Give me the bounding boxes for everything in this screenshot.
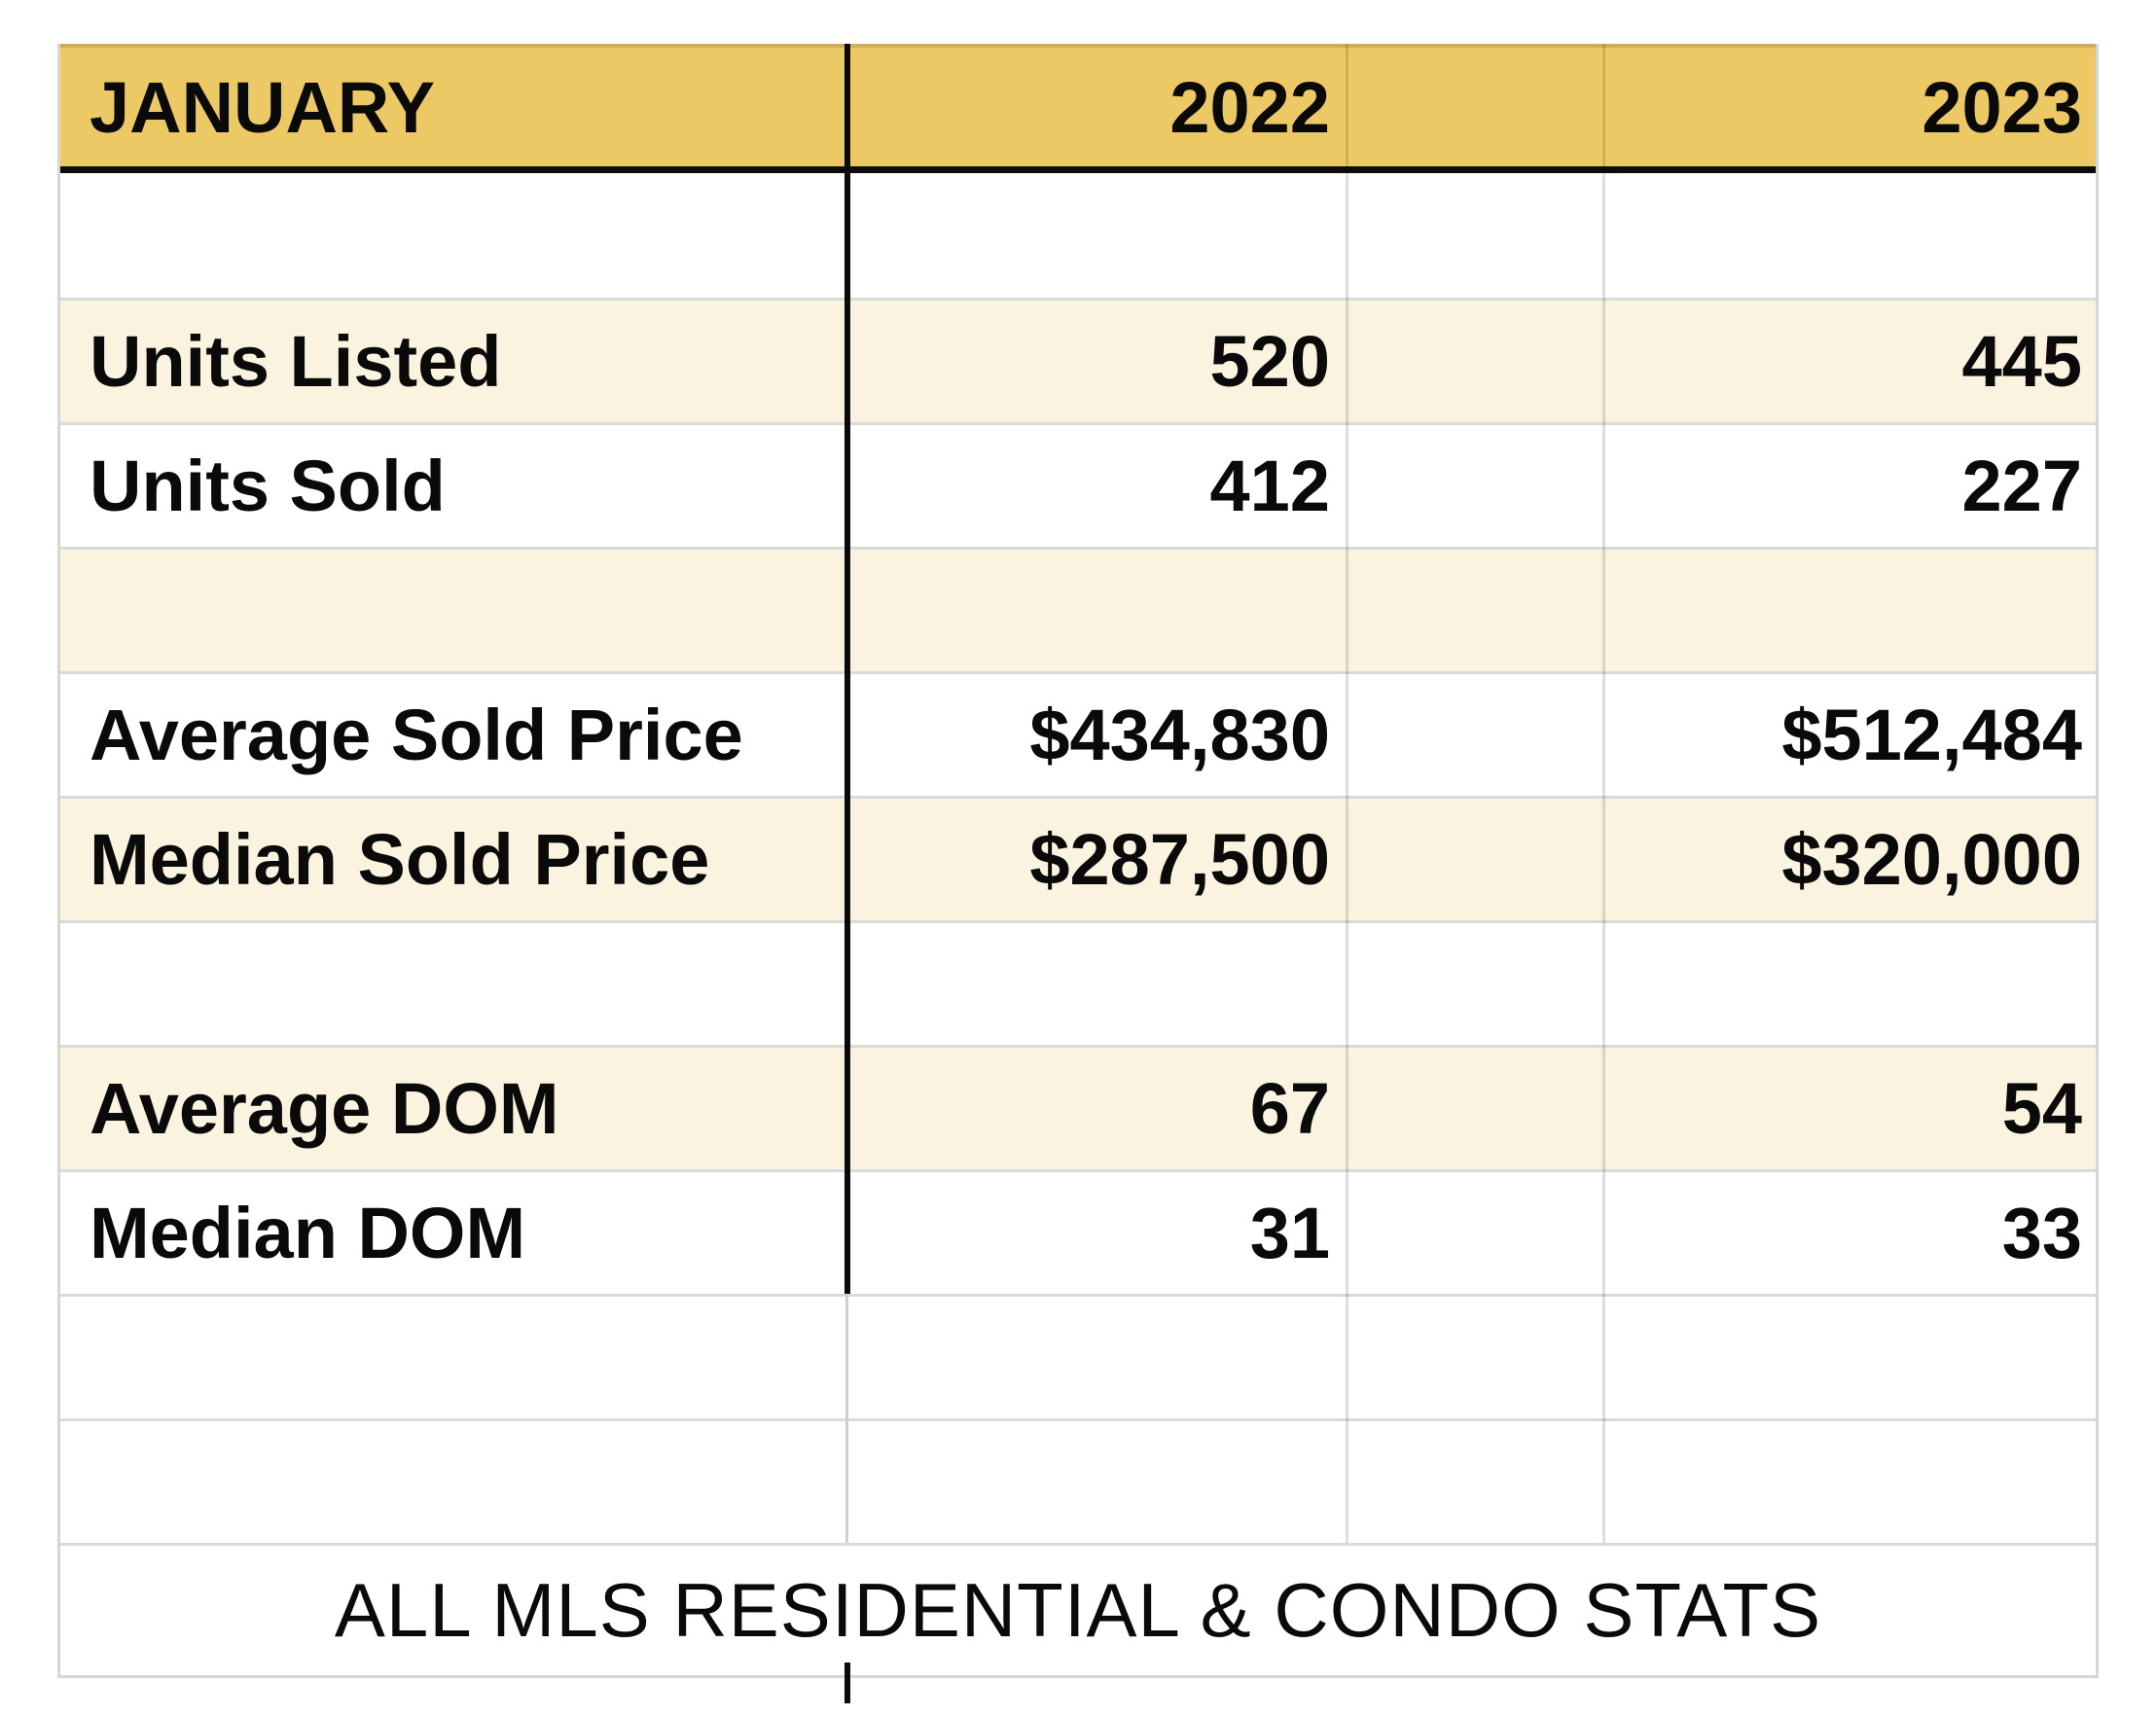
units-sold-2022-value: 412 — [1209, 446, 1330, 526]
units-listed-label: Units Listed — [90, 321, 502, 402]
average-sold-price-2022-value: $434,830 — [1029, 695, 1330, 775]
units-listed-2023-value: 445 — [1961, 321, 2082, 402]
average-dom-label: Average DOM — [90, 1068, 559, 1149]
table-header-row: JANUARY 2022 2023 — [60, 44, 2096, 173]
column-divider-gray-continuation — [845, 1294, 848, 1543]
spacer-cell — [1346, 799, 1602, 920]
spacer-cell — [1346, 1048, 1602, 1169]
average-dom-2023-value: 54 — [2001, 1068, 2082, 1149]
spacer-column-left-gridline — [1346, 44, 1348, 1543]
spacer-cell — [1346, 1172, 1602, 1294]
table-row-average-sold-price: Average Sold Price $434,830 $512,484 — [60, 671, 2096, 796]
blank-row — [60, 1418, 2096, 1543]
average-sold-price-label: Average Sold Price — [90, 695, 743, 775]
year-2023-header-cell: 2023 — [1922, 66, 2082, 148]
spacer-cell — [1346, 301, 1602, 422]
spacer-cell — [1346, 425, 1602, 547]
average-sold-price-2023-value: $512,484 — [1781, 695, 2082, 775]
column-divider-black-line — [844, 44, 850, 1294]
blank-row — [60, 920, 2096, 1045]
median-dom-2023-value: 33 — [2001, 1193, 2082, 1273]
units-sold-2023-value: 227 — [1961, 446, 2082, 526]
year-2022-header-cell: 2022 — [1169, 66, 1330, 148]
divider-bottom-stub — [844, 1662, 850, 1703]
median-sold-price-label: Median Sold Price — [90, 819, 710, 900]
table-row-units-sold: Units Sold 412 227 — [60, 422, 2096, 547]
table-row-units-listed: Units Listed 520 445 — [60, 298, 2096, 422]
units-sold-label: Units Sold — [90, 446, 446, 526]
average-dom-2022-value: 67 — [1249, 1068, 1330, 1149]
spacer-column-right-gridline — [1602, 44, 1605, 1543]
blank-row — [60, 1294, 2096, 1418]
table-footer-row: ALL MLS RESIDENTIAL & CONDO STATS — [60, 1543, 2096, 1675]
table-row-average-dom: Average DOM 67 54 — [60, 1045, 2096, 1169]
blank-row — [60, 547, 2096, 671]
units-listed-2022-value: 520 — [1209, 321, 1330, 402]
table-row-median-sold-price: Median Sold Price $287,500 $320,000 — [60, 796, 2096, 920]
median-sold-price-2023-value: $320,000 — [1781, 819, 2082, 900]
median-sold-price-2022-value: $287,500 — [1029, 819, 1330, 900]
january-stats-table: JANUARY 2022 2023 Units Listed 520 445 U… — [57, 44, 2099, 1703]
median-dom-2022-value: 31 — [1249, 1193, 1330, 1273]
month-header-cell: JANUARY — [90, 66, 435, 148]
footer-caption: ALL MLS RESIDENTIAL & CONDO STATS — [334, 1567, 1822, 1653]
spacer-cell — [1346, 674, 1602, 796]
median-dom-label: Median DOM — [90, 1193, 526, 1273]
blank-row — [60, 173, 2096, 298]
table-row-median-dom: Median DOM 31 33 — [60, 1169, 2096, 1294]
header-spacer-cell — [1346, 48, 1602, 166]
